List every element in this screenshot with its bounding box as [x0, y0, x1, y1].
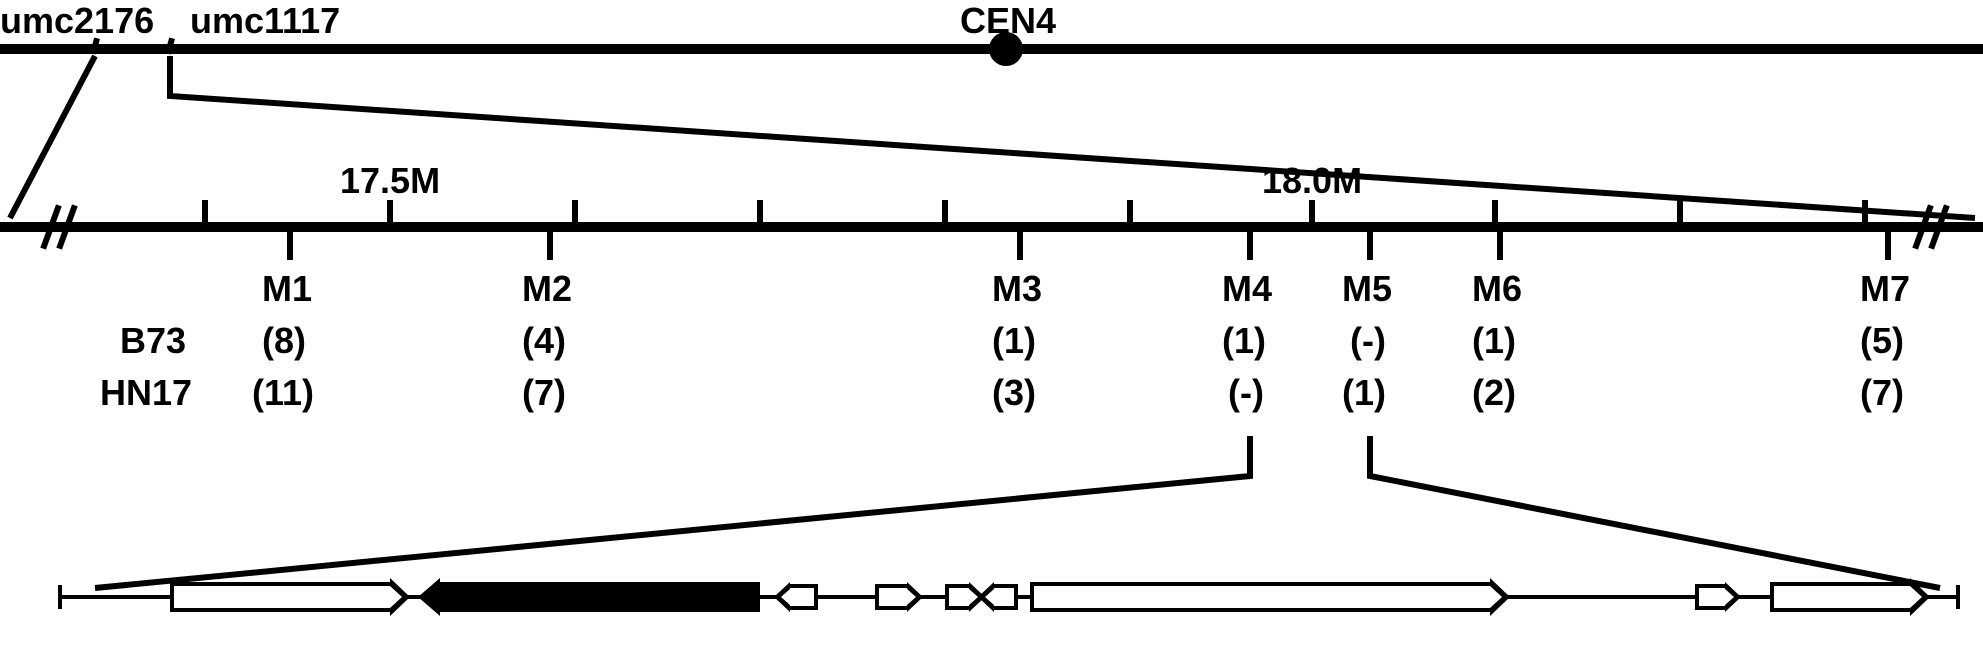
scale-tick: [942, 200, 948, 222]
gene-arrowhead-1: [390, 578, 410, 616]
gene-arrowhead-4: [907, 582, 923, 612]
label-cen4: CEN4: [960, 0, 1056, 42]
scale-tick: [1677, 200, 1683, 222]
scale-tick: [572, 200, 578, 222]
hn17-m6: (2): [1472, 372, 1516, 414]
hn17-m4: (-): [1228, 372, 1264, 414]
label-umc1117: umc1117: [190, 0, 340, 42]
marker-label-m3: M3: [992, 268, 1042, 310]
b73-m5: (-): [1350, 320, 1386, 362]
hn17-m1: (11): [252, 372, 314, 414]
b73-m2: (4): [522, 320, 566, 362]
gene-box-7: [1030, 582, 1490, 612]
scale-tick: [1309, 200, 1315, 222]
b73-m1: (8): [262, 320, 306, 362]
b73-m4: (1): [1222, 320, 1266, 362]
gene-box-5: [945, 584, 969, 610]
marker-label-m2: M2: [522, 268, 572, 310]
marker-tick-m5: [1367, 232, 1373, 260]
row-label-b73: B73: [120, 320, 186, 362]
strip-end-right: [1956, 585, 1960, 609]
b73-m7: (5): [1860, 320, 1904, 362]
scale-tick: [757, 200, 763, 222]
genetic-map-diagram: umc2176 umc1117 CEN4 17.5M 18.0M M1 M2 M…: [0, 0, 1983, 664]
marker-label-m6: M6: [1472, 268, 1522, 310]
gene-box-8: [1695, 584, 1725, 610]
zoom-axis-line: [0, 222, 1983, 232]
hn17-m2: (7): [522, 372, 566, 414]
scale-tick: [387, 200, 393, 222]
strip-end-left: [58, 585, 62, 609]
gene-box-2: [440, 582, 760, 612]
marker-tick-m6: [1497, 232, 1503, 260]
label-umc2176: umc2176: [0, 0, 154, 42]
marker-tick-m3: [1017, 232, 1023, 260]
scale-tick: [1492, 200, 1498, 222]
row-label-hn17: HN17: [100, 372, 192, 414]
gene-arrowhead-6: [978, 582, 994, 612]
scale-tick: [202, 200, 208, 222]
gene-arrowhead-3: [774, 582, 790, 612]
gene-arrowhead-8: [1725, 582, 1741, 612]
gene-arrowhead-7: [1490, 578, 1510, 616]
scale-tick: [1127, 200, 1133, 222]
gene-box-9: [1770, 582, 1910, 612]
scale-tick: [1862, 200, 1868, 222]
gene-box-1: [170, 582, 390, 612]
gene-arrowhead-9: [1910, 578, 1930, 616]
gene-box-3: [790, 584, 818, 610]
gene-arrowhead-2: [418, 578, 440, 616]
marker-tick-m2: [547, 232, 553, 260]
marker-label-m1: M1: [262, 268, 312, 310]
scale-label-175m: 17.5M: [340, 160, 440, 202]
hn17-m5: (1): [1342, 372, 1386, 414]
b73-m3: (1): [992, 320, 1036, 362]
marker-label-m5: M5: [1342, 268, 1392, 310]
marker-tick-m7: [1885, 232, 1891, 260]
scale-label-180m: 18.0M: [1262, 160, 1362, 202]
gene-box-4: [875, 584, 907, 610]
marker-tick-m4: [1247, 232, 1253, 260]
b73-m6: (1): [1472, 320, 1516, 362]
marker-label-m7: M7: [1860, 268, 1910, 310]
marker-label-m4: M4: [1222, 268, 1272, 310]
gene-box-6: [994, 584, 1018, 610]
hn17-m3: (3): [992, 372, 1036, 414]
hn17-m7: (7): [1860, 372, 1904, 414]
marker-tick-m1: [287, 232, 293, 260]
